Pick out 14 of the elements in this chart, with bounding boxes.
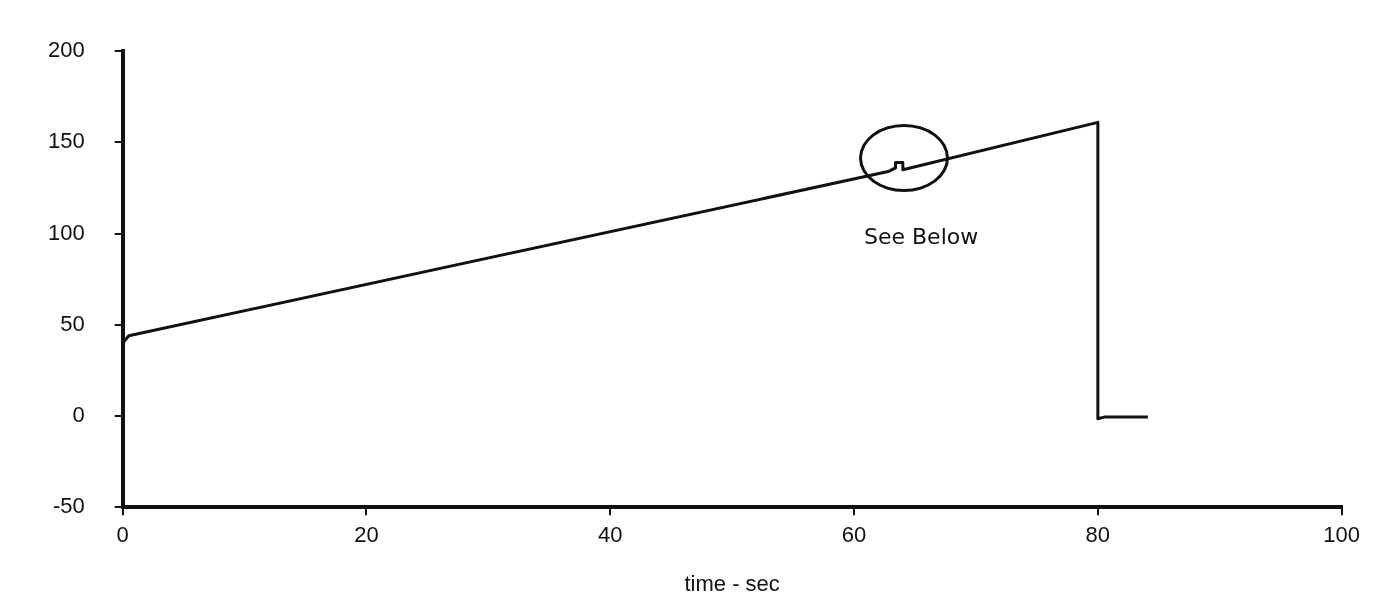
x-tick-label: 60: [841, 522, 867, 548]
x-tick-label: 80: [1085, 522, 1111, 548]
y-tick-label: 50: [60, 310, 85, 336]
y-tick-label: 200: [47, 37, 85, 63]
y-tick-label: 0: [72, 402, 85, 428]
y-tick-label: -50: [52, 493, 85, 519]
x-tick-label: 20: [354, 522, 379, 548]
x-axis-title: time - sec: [684, 570, 780, 596]
y-tick-label: 100: [47, 219, 85, 245]
x-tick-label: 0: [116, 522, 129, 548]
x-tick-label: 40: [598, 522, 623, 548]
y-tick-label: 150: [47, 128, 85, 154]
annotation: See Below: [864, 223, 979, 249]
x-tick-label: 100: [1323, 522, 1361, 548]
